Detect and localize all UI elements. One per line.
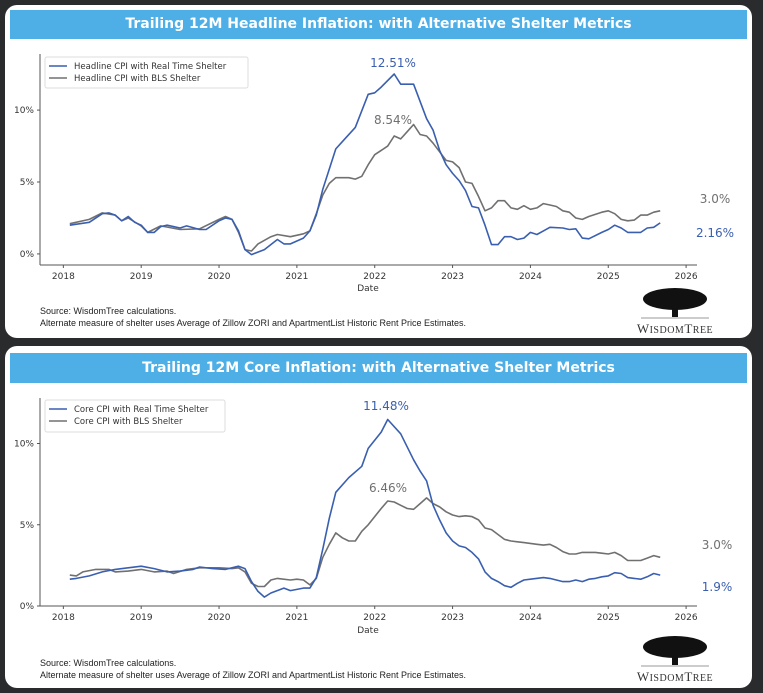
headline-inflation-panel: Trailing 12M Headline Inflation: with Al… [5,5,752,338]
legend-label: Headline CPI with BLS Shelter [74,74,201,84]
value-annotation: 3.0% [702,538,733,552]
legend-box [44,399,226,433]
x-axis-label: Date [357,626,379,636]
x-axis-label: Date [357,284,379,294]
x-tick-label: 2019 [130,613,153,623]
chart-title: Trailing 12M Headline Inflation: with Al… [10,10,747,39]
y-tick-label: 0% [20,250,35,260]
y-tick-label: 5% [20,521,35,531]
tree-icon [641,288,709,319]
y-tick-label: 0% [20,602,35,612]
x-tick-label: 2025 [597,272,620,282]
legend-box [44,56,249,89]
x-tick-label: 2022 [363,272,386,282]
source-text: Source: WisdomTree calculations. [40,658,177,668]
tree-icon [641,636,709,667]
core-inflation-chart: 2018 2019 2020 2021 2022 2023 2024 2025 2026 0% 5%… [14,398,733,636]
headline-inflation-chart: 2018 2019 2020 2021 2022 2023 2024 2025 2026 0% 5%… [14,54,734,294]
value-annotation: 8.54% [374,113,412,127]
x-tick-label: 2020 [208,613,231,623]
chart-title: Trailing 12M Core Inflation: with Altern… [10,353,747,383]
y-tick-label: 10% [14,106,34,116]
x-tick-label: 2018 [52,272,75,282]
value-annotation: 3.0% [700,192,731,206]
x-tick-label: 2024 [519,272,542,282]
source-text: Source: WisdomTree calculations. [40,306,177,316]
series-line-bls-shelter [69,123,661,252]
legend-label: Core CPI with Real Time Shelter [74,405,209,415]
value-annotation: 12.51% [370,56,416,70]
y-tick-label: 10% [14,440,34,450]
wisdomtree-logo: WISDOMTREE [635,633,715,685]
x-tick-label: 2021 [285,272,308,282]
note-text: Alternate measure of shelter uses Averag… [40,318,467,328]
x-tick-label: 2022 [363,613,386,623]
x-tick-label: 2023 [441,613,464,623]
series-line-real-time-shelter [69,418,661,598]
value-annotation: 6.46% [369,481,407,495]
series-line-real-time-shelter [69,73,661,256]
x-tick-label: 2026 [675,272,698,282]
legend-label: Core CPI with BLS Shelter [74,417,183,427]
x-tick-label: 2024 [519,613,542,623]
value-annotation: 2.16% [696,226,734,240]
value-annotation: 11.48% [363,399,409,413]
x-tick-label: 2021 [285,613,308,623]
x-tick-label: 2026 [675,613,698,623]
x-tick-label: 2025 [597,613,620,623]
x-tick-label: 2020 [208,272,231,282]
note-text: Alternate measure of shelter uses Averag… [40,670,467,680]
x-tick-label: 2019 [130,272,153,282]
value-annotation: 1.9% [702,580,733,594]
legend-label: Headline CPI with Real Time Shelter [74,62,227,72]
series-line-bls-shelter [69,497,661,588]
x-tick-label: 2023 [441,272,464,282]
wisdomtree-logo: WISDOMTREE [635,285,715,337]
x-tick-label: 2018 [52,613,75,623]
y-tick-label: 5% [20,178,35,188]
core-inflation-panel: Trailing 12M Core Inflation: with Altern… [5,346,752,688]
